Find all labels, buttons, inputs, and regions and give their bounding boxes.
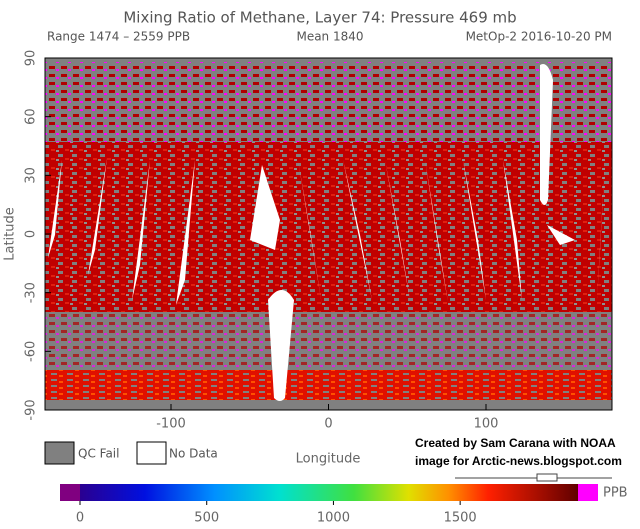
y-tick-label: 0 bbox=[24, 230, 39, 238]
colorbar-unit: PPB bbox=[603, 486, 628, 501]
y-tick-label: -30 bbox=[24, 282, 39, 303]
x-axis-label: Longitude bbox=[296, 452, 361, 467]
y-axis-label: Latitude bbox=[3, 207, 18, 261]
y-tick-label: -90 bbox=[24, 399, 39, 420]
mean-label: Mean 1840 bbox=[296, 30, 363, 44]
x-tick-label: -100 bbox=[156, 417, 186, 432]
y-tick-label: 90 bbox=[24, 50, 39, 67]
credit: image for Arctic-news.blogspot.com bbox=[415, 454, 622, 468]
x-tick-label: 0 bbox=[324, 417, 332, 432]
credit: Created by Sam Carana with NOAA bbox=[415, 436, 616, 450]
colorbar-tick-label: 0 bbox=[76, 511, 84, 526]
no-data-swatch bbox=[136, 441, 167, 465]
legend-label: No Data bbox=[169, 447, 218, 461]
y-tick-label: -60 bbox=[24, 341, 39, 362]
colorbar bbox=[80, 484, 578, 501]
x-tick-label: 100 bbox=[474, 417, 499, 432]
qc-fail-swatch bbox=[44, 441, 75, 465]
slider bbox=[455, 473, 612, 482]
colorbar-tick-label: 1500 bbox=[444, 511, 477, 526]
colorbar-tick-label: 500 bbox=[194, 511, 219, 526]
map-image bbox=[44, 57, 613, 411]
title: Mixing Ratio of Methane, Layer 74: Press… bbox=[123, 9, 516, 27]
y-tick-label: 30 bbox=[24, 167, 39, 184]
legend-label: QC Fail bbox=[78, 447, 119, 461]
colorbar-tick-label: 1000 bbox=[317, 511, 350, 526]
colorbar-under bbox=[60, 484, 80, 501]
colorbar-over bbox=[578, 484, 598, 501]
range-label: Range 1474 – 2559 PPB bbox=[47, 30, 190, 44]
y-tick-label: 60 bbox=[24, 108, 39, 125]
source-label: MetOp-2 2016-10-20 PM bbox=[466, 30, 612, 44]
